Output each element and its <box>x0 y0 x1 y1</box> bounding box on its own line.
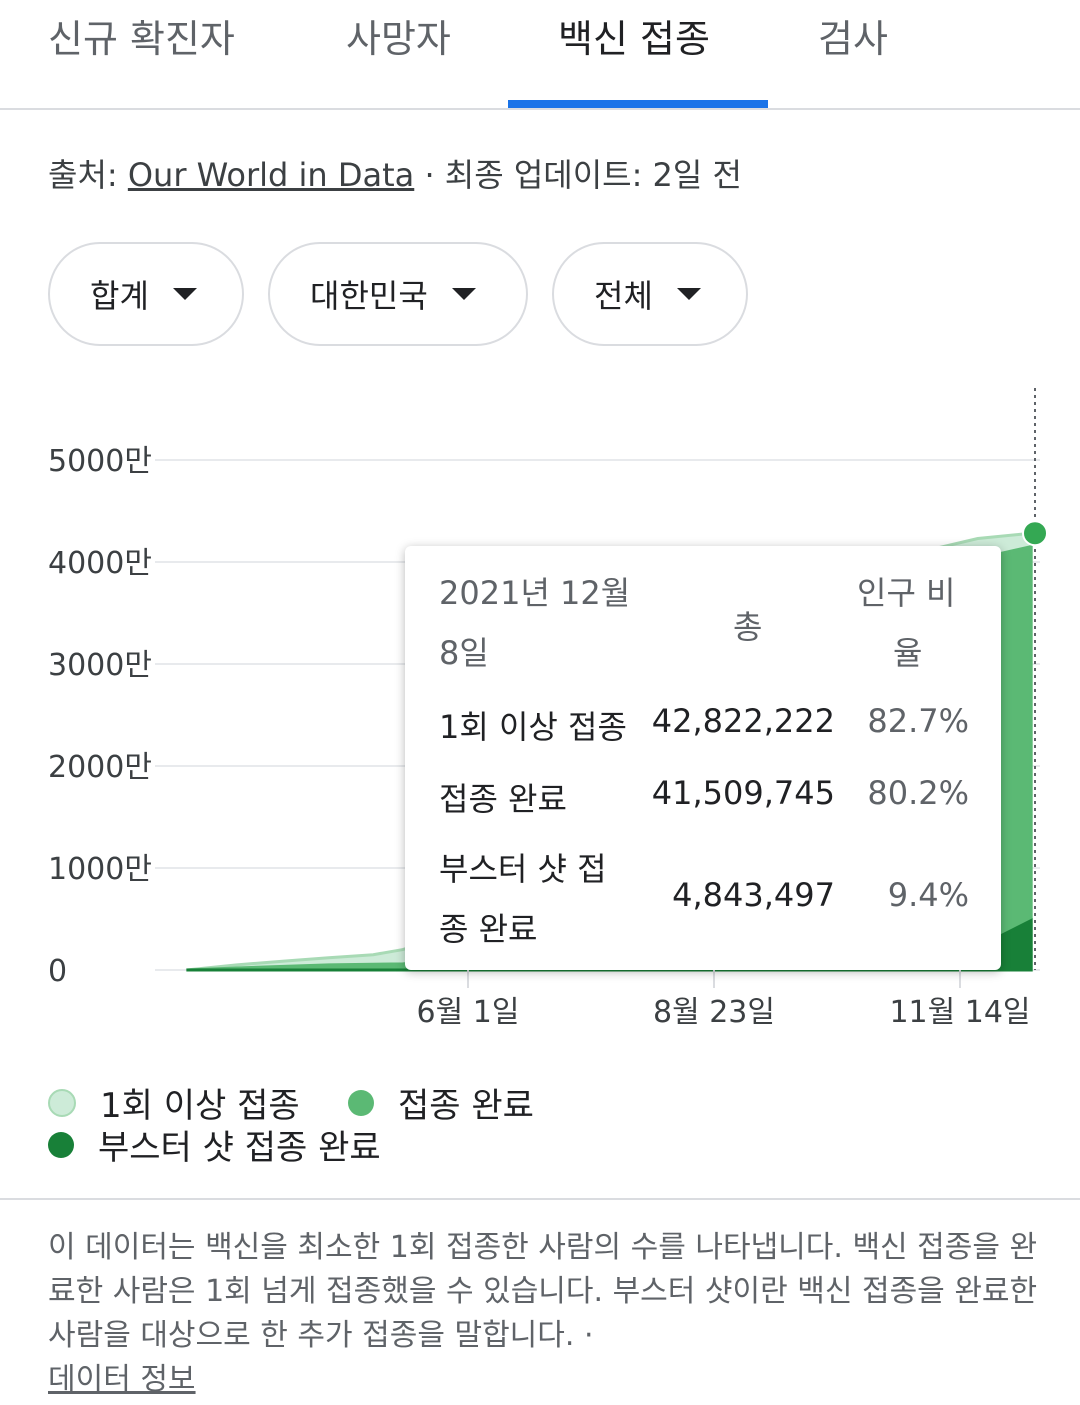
source-link[interactable]: Our World in Data <box>127 156 415 194</box>
tab-bar: 신규 확진자 사망자 백신 접종 검사 <box>0 0 1080 110</box>
filter-total-dropdown[interactable]: 합계 <box>48 242 244 346</box>
chart-tooltip: 2021년 12월 8일 총 인구 비 율 1회 이상 접종 42,822,22… <box>405 546 1001 970</box>
dropdown-arrow-icon <box>676 288 701 300</box>
active-tab-indicator <box>508 100 768 108</box>
filter-country-label: 대한민국 <box>310 277 428 315</box>
y-tick-label: 0 <box>48 954 67 989</box>
legend-swatch-icon <box>348 1089 374 1116</box>
x-tick-label: 6월 1일 <box>417 995 520 1030</box>
tooltip-row-ratio: 82.7% <box>867 702 969 740</box>
tooltip-row-ratio: 80.2% <box>867 774 969 812</box>
tooltip-row-total: 4,843,497 <box>672 876 835 914</box>
dropdown-arrow-icon <box>451 288 476 300</box>
tooltip-row-label: 접종 완료 <box>439 780 567 818</box>
tooltip-row-total: 41,509,745 <box>651 774 835 812</box>
y-tick-label: 5000만 <box>48 444 152 479</box>
series-area-3 <box>186 918 1033 972</box>
tooltip-row-label-line1: 부스터 샷 접 <box>439 850 607 888</box>
tooltip-header-ratio-line1: 인구 비 <box>857 574 956 612</box>
filter-population-dropdown[interactable]: 전체 <box>552 242 748 346</box>
tab-vaccination[interactable]: 백신 접종 <box>558 17 710 61</box>
y-tick-label: 3000만 <box>48 648 152 683</box>
legend-label: 1회 이상 접종 <box>100 1086 300 1126</box>
tooltip-header-ratio-line2: 율 <box>893 634 923 672</box>
tab-new-cases[interactable]: 신규 확진자 <box>48 17 235 61</box>
x-tick-label: 11월 14일 <box>889 995 1030 1030</box>
dropdown-arrow-icon <box>172 288 197 300</box>
legend-label: 접종 완료 <box>398 1086 534 1126</box>
filter-population-label: 전체 <box>594 277 653 315</box>
source-line: 출처: Our World in Data · 최종 업데이트: 2일 전 <box>48 150 742 196</box>
tooltip-date-line1: 2021년 12월 <box>439 574 631 612</box>
tooltip-row-total: 42,822,222 <box>651 702 835 740</box>
tab-deaths[interactable]: 사망자 <box>346 17 451 61</box>
legend-item-first-dose[interactable]: 1회 이상 접종 <box>48 1078 300 1127</box>
legend-swatch-icon <box>48 1088 76 1117</box>
legend-label: 부스터 샷 접종 완료 <box>98 1128 381 1168</box>
tooltip-header-total: 총 <box>733 608 763 646</box>
y-tick-label: 4000만 <box>48 546 152 581</box>
data-footnote: 이 데이터는 백신을 최소한 1회 접종한 사람의 수를 나타냅니다. 백신 접… <box>48 1226 1038 1402</box>
tooltip-row-label-line2: 종 완료 <box>439 910 538 948</box>
tooltip-row-ratio: 9.4% <box>887 876 969 914</box>
section-divider <box>0 1198 1080 1200</box>
tab-tests[interactable]: 검사 <box>818 17 888 61</box>
legend-swatch-icon <box>48 1131 74 1158</box>
legend-item-fully-vaccinated[interactable]: 접종 완료 <box>348 1078 534 1127</box>
tooltip-date-line2: 8일 <box>439 634 489 672</box>
last-updated: · 최종 업데이트: 2일 전 <box>414 156 742 194</box>
highlight-point <box>1022 520 1048 547</box>
x-tick-label: 8월 23일 <box>653 995 775 1030</box>
y-tick-label: 1000만 <box>48 852 152 887</box>
filter-total-label: 합계 <box>90 277 149 315</box>
y-tick-label: 2000만 <box>48 750 152 785</box>
filter-country-dropdown[interactable]: 대한민국 <box>268 242 528 346</box>
legend-item-booster[interactable]: 부스터 샷 접종 완료 <box>48 1120 381 1169</box>
source-prefix: 출처: <box>48 156 128 194</box>
footnote-text: 이 데이터는 백신을 최소한 1회 접종한 사람의 수를 나타냅니다. 백신 접… <box>48 1230 1038 1353</box>
data-info-link[interactable]: 데이터 정보 <box>48 1362 196 1397</box>
tooltip-row-label: 1회 이상 접종 <box>439 708 627 746</box>
